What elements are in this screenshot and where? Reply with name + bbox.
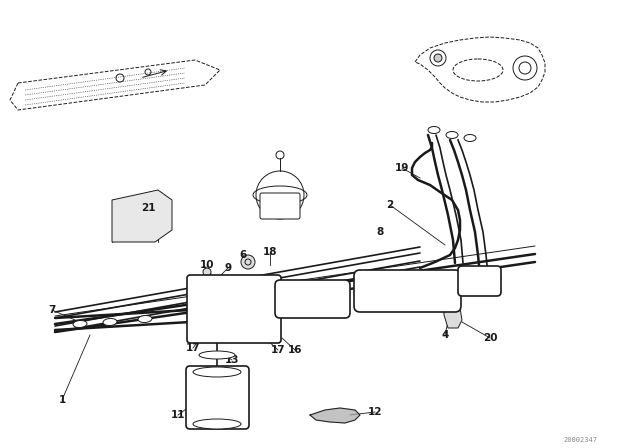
Ellipse shape [193, 419, 241, 429]
Text: 10: 10 [200, 260, 214, 270]
Text: 1: 1 [58, 395, 66, 405]
Text: 9: 9 [225, 263, 232, 273]
Ellipse shape [103, 319, 117, 326]
Text: 5: 5 [494, 273, 502, 283]
Text: 18: 18 [263, 247, 277, 257]
FancyBboxPatch shape [260, 193, 300, 219]
Text: 4: 4 [442, 330, 449, 340]
Text: 11: 11 [171, 410, 185, 420]
Ellipse shape [446, 132, 458, 138]
Text: 20002347: 20002347 [563, 437, 597, 443]
Ellipse shape [193, 367, 241, 377]
Circle shape [209, 277, 219, 287]
Ellipse shape [199, 351, 235, 359]
Text: 2: 2 [387, 200, 394, 210]
FancyBboxPatch shape [275, 280, 350, 318]
Text: 16: 16 [288, 345, 302, 355]
FancyBboxPatch shape [187, 275, 281, 343]
Text: 8: 8 [376, 227, 383, 237]
Polygon shape [310, 408, 360, 423]
Polygon shape [112, 190, 172, 242]
Circle shape [241, 255, 255, 269]
Text: 13: 13 [225, 355, 239, 365]
Text: 17: 17 [186, 343, 200, 353]
Circle shape [189, 307, 199, 317]
Ellipse shape [73, 320, 87, 327]
Ellipse shape [464, 134, 476, 142]
Text: 15: 15 [215, 385, 229, 395]
Text: 3: 3 [451, 280, 459, 290]
Circle shape [434, 54, 442, 62]
Text: 20: 20 [483, 333, 497, 343]
Text: 14: 14 [235, 369, 250, 379]
Text: 17: 17 [271, 345, 285, 355]
Circle shape [203, 278, 211, 286]
Ellipse shape [138, 315, 152, 323]
Circle shape [261, 278, 269, 286]
FancyBboxPatch shape [458, 266, 501, 296]
Text: 19: 19 [395, 163, 409, 173]
Text: 21: 21 [141, 203, 156, 213]
Text: 7: 7 [48, 305, 56, 315]
Polygon shape [444, 308, 462, 328]
Circle shape [189, 290, 199, 300]
Ellipse shape [428, 126, 440, 134]
Text: 6: 6 [239, 250, 246, 260]
FancyBboxPatch shape [354, 270, 461, 312]
Text: 12: 12 [368, 407, 382, 417]
Circle shape [269, 290, 281, 302]
FancyBboxPatch shape [186, 366, 249, 429]
Circle shape [203, 268, 211, 276]
